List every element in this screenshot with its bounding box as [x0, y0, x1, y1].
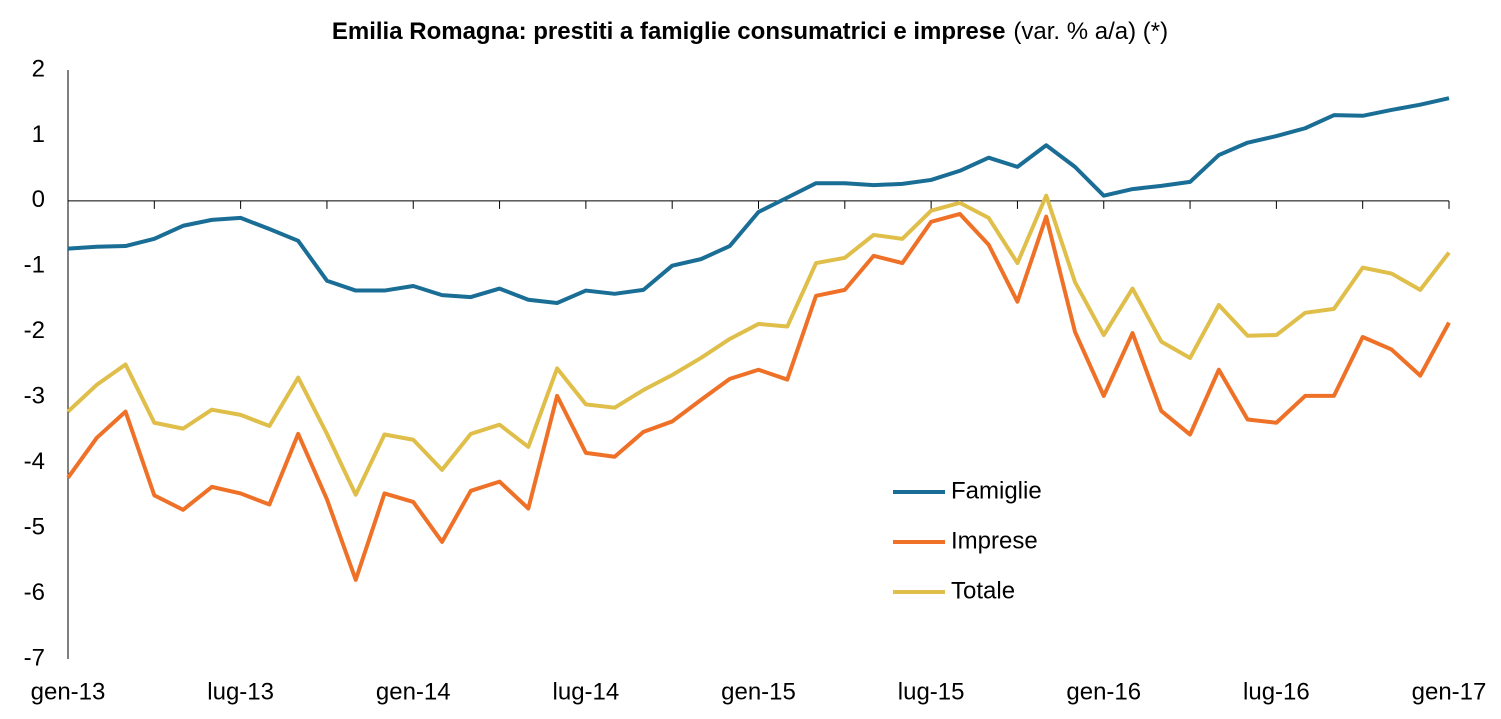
legend-label: Totale — [951, 577, 1015, 604]
x-tick-label: lug-14 — [553, 678, 620, 705]
y-tick-label: -3 — [24, 383, 45, 410]
line-series — [67, 96, 1450, 305]
x-tick-label: gen-15 — [721, 678, 796, 705]
chart-title: Emilia Romagna: prestiti a famiglie cons… — [332, 18, 1168, 45]
y-tick-label: -5 — [24, 513, 45, 540]
legend-label: Famiglie — [951, 477, 1042, 504]
y-tick-label: -7 — [24, 644, 45, 671]
legend-label: Imprese — [951, 527, 1038, 554]
y-tick-label: -2 — [24, 317, 45, 344]
line-series — [66, 193, 1451, 497]
x-tick-label: gen-14 — [376, 678, 451, 705]
title: Emilia Romagna: prestiti a famiglie cons… — [332, 18, 1006, 45]
x-tick-label: gen-13 — [31, 678, 106, 705]
x-tick-label: lug-16 — [1243, 678, 1310, 705]
line-series — [66, 211, 1451, 582]
y-tick-label: 2 — [32, 55, 45, 82]
subtitle: (var. % a/a) (*) — [1013, 18, 1168, 45]
y-tick-label: 1 — [32, 121, 45, 148]
x-tick-label: lug-13 — [207, 678, 274, 705]
x-tick-label: lug-15 — [898, 678, 965, 705]
y-tick-label: -1 — [24, 252, 45, 279]
y-tick-label: -6 — [24, 579, 45, 606]
x-tick-label: gen-17 — [1412, 678, 1487, 705]
y-tick-label: 0 — [32, 186, 45, 213]
y-tick-label: -4 — [24, 448, 45, 475]
x-tick-label: gen-16 — [1066, 678, 1141, 705]
